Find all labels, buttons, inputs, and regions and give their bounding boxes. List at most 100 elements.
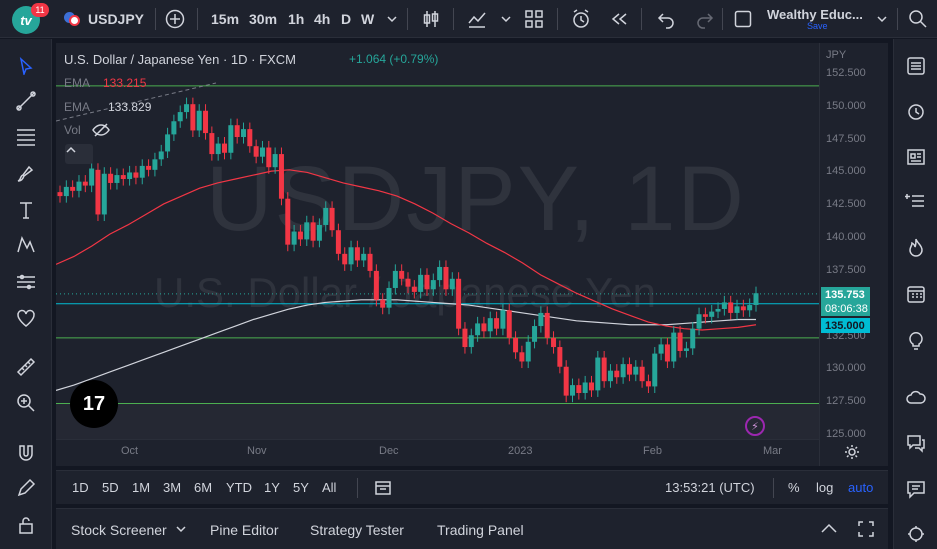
- fullscreen-square-icon[interactable]: [733, 0, 753, 38]
- lock-drawing-pencil-icon[interactable]: [12, 474, 40, 502]
- utc-clock[interactable]: 13:53:21 (UTC): [665, 480, 755, 495]
- lightning-event-icon[interactable]: ⚡: [745, 416, 765, 436]
- candle-body: [588, 382, 594, 391]
- auto-scale-toggle[interactable]: auto: [848, 480, 874, 495]
- pattern-tool-icon[interactable]: [12, 231, 40, 259]
- news-icon[interactable]: [902, 143, 930, 171]
- candle-body: [278, 154, 284, 199]
- candle-body: [158, 151, 164, 160]
- search-icon[interactable]: [907, 0, 929, 38]
- candle-body: [506, 310, 512, 338]
- ema-long-label: EMA: [64, 100, 91, 114]
- candle-body: [601, 357, 607, 382]
- candle-body: [380, 299, 386, 308]
- ruler-measure-icon[interactable]: [12, 353, 40, 381]
- indicators-chevron-down-icon[interactable]: [500, 0, 512, 38]
- timeframe-d[interactable]: D: [341, 11, 352, 27]
- text-tool-icon[interactable]: [12, 196, 40, 224]
- candle-body: [411, 286, 417, 292]
- magnet-icon[interactable]: [12, 439, 40, 467]
- tab-trading-panel[interactable]: Trading Panel: [437, 522, 524, 538]
- support-zone: [56, 403, 819, 439]
- candle-body: [203, 110, 209, 134]
- brush-icon[interactable]: [12, 160, 40, 188]
- indicators-icon[interactable]: [466, 0, 488, 38]
- candle-body: [671, 332, 677, 362]
- candlestick-chart[interactable]: [56, 43, 888, 466]
- redo-icon[interactable]: [694, 0, 716, 38]
- range-1y[interactable]: 1Y: [264, 480, 280, 495]
- candle-body: [234, 125, 240, 138]
- watchlist-icon[interactable]: [902, 52, 930, 80]
- favorites-heart-icon[interactable]: [12, 304, 40, 332]
- add-text-note-icon[interactable]: [902, 188, 930, 216]
- candle-body: [664, 344, 670, 362]
- timeframe-15m[interactable]: 15m: [211, 11, 240, 27]
- fib-retracement-icon[interactable]: [12, 123, 40, 151]
- candle-body: [215, 143, 221, 155]
- tradingview-logo-icon[interactable]: 17: [70, 380, 118, 428]
- candle-body: [297, 231, 303, 240]
- lock-icon[interactable]: [12, 511, 40, 539]
- alarm-clock-icon[interactable]: [902, 97, 930, 125]
- help-support-icon[interactable]: [902, 520, 930, 548]
- tab-strategy-tester[interactable]: Strategy Tester: [310, 522, 404, 538]
- candle-body: [418, 274, 424, 292]
- percent-scale-toggle[interactable]: %: [788, 480, 800, 495]
- layout-chevron-down-icon[interactable]: [876, 0, 888, 38]
- range-6m[interactable]: 6M: [194, 480, 213, 495]
- replay-rewind-icon[interactable]: [608, 0, 630, 38]
- streams-cloud-icon[interactable]: [902, 384, 930, 412]
- goto-date-calendar-icon[interactable]: [374, 479, 392, 500]
- candle-body: [715, 308, 721, 312]
- timeframe-1h[interactable]: 1h: [288, 11, 305, 27]
- candle-body: [335, 230, 341, 254]
- timeframe-30m[interactable]: 30m: [249, 11, 278, 27]
- cursor-arrow-icon[interactable]: [12, 52, 40, 80]
- stock-screener-chevron-down-icon[interactable]: [175, 522, 187, 538]
- collapse-legend-chevron-up-icon[interactable]: [65, 144, 93, 164]
- ema-long-line: [56, 299, 756, 391]
- trend-line-icon[interactable]: [12, 87, 40, 115]
- candle-body: [449, 278, 455, 290]
- tab-stock-screener[interactable]: Stock Screener: [71, 522, 167, 538]
- hotlists-flame-icon[interactable]: [902, 234, 930, 262]
- range-1m[interactable]: 1M: [132, 480, 151, 495]
- timeframe-w[interactable]: W: [361, 11, 375, 27]
- alert-clock-icon[interactable]: [570, 0, 592, 38]
- top-toolbar: tv 11 USDJPY 15m 30m 1h 4h D W Wealth: [0, 0, 937, 38]
- bar-countdown-tag: 08:06:38: [821, 301, 870, 316]
- candle-body: [532, 326, 538, 342]
- timeframe-dropdown-chevron-down-icon[interactable]: [386, 0, 398, 38]
- candle-body: [740, 306, 746, 311]
- log-scale-toggle[interactable]: log: [816, 480, 834, 495]
- expand-panel-chevron-up-icon[interactable]: [820, 521, 838, 538]
- layouts-grid-icon[interactable]: [524, 0, 544, 38]
- undo-icon[interactable]: [655, 0, 677, 38]
- range-ytd[interactable]: YTD: [226, 480, 252, 495]
- price-axis-label: 142.500: [826, 198, 866, 211]
- chats-icon[interactable]: [902, 429, 930, 457]
- zoom-in-icon[interactable]: [12, 389, 40, 417]
- compare-add-symbol-button[interactable]: [164, 0, 186, 38]
- candle-body: [494, 318, 500, 329]
- candle-body: [652, 353, 658, 387]
- range-5d[interactable]: 5D: [102, 480, 119, 495]
- chart-pane[interactable]: USDJPY, 1D U.S. Dollar / Japanese Yen U.…: [56, 43, 888, 466]
- range-1d[interactable]: 1D: [72, 480, 89, 495]
- maximize-panel-icon[interactable]: [857, 520, 875, 541]
- range-5y[interactable]: 5Y: [293, 480, 309, 495]
- prediction-tool-icon[interactable]: [12, 268, 40, 296]
- candle-body: [728, 302, 734, 313]
- layout-name-button[interactable]: Wealthy Educ...: [767, 7, 863, 22]
- timeframe-4h[interactable]: 4h: [314, 11, 331, 27]
- tab-pine-editor[interactable]: Pine Editor: [210, 522, 279, 538]
- ideas-lightbulb-icon[interactable]: [902, 326, 930, 354]
- range-3m[interactable]: 3M: [163, 480, 182, 495]
- messages-icon[interactable]: [902, 475, 930, 503]
- symbol-search-button[interactable]: USDJPY: [88, 11, 145, 27]
- range-all[interactable]: All: [322, 480, 337, 495]
- candle-body: [133, 172, 139, 178]
- candles-chart-type-icon[interactable]: [420, 0, 442, 38]
- calendar-icon[interactable]: [902, 280, 930, 308]
